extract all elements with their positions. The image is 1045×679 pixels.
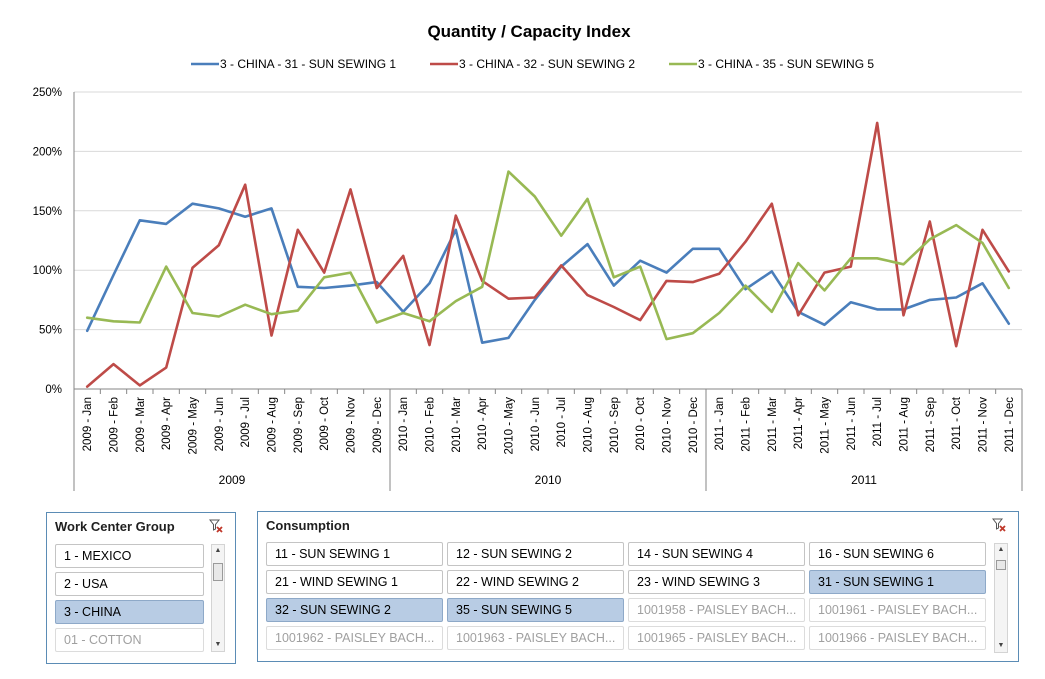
year-label: 2010: [535, 473, 562, 487]
x-tick-label: 2010 - Sep: [609, 397, 621, 453]
slicer-item-china[interactable]: 3 - CHINA: [55, 600, 204, 624]
consumption-slicer: Consumption 11 - SUN SEWING 1 12 - SUN SE…: [257, 511, 1019, 662]
slicer-item[interactable]: 31 - SUN SEWING 1: [809, 570, 986, 594]
x-tick-label: 2009 - Aug: [267, 397, 279, 453]
x-tick-label: 2011 - Nov: [978, 397, 990, 453]
scroll-thumb[interactable]: [996, 560, 1006, 570]
x-tick-label: 2010 - Apr: [477, 397, 489, 450]
scroll-up-icon[interactable]: ▲: [997, 546, 1005, 553]
slicer-item[interactable]: 1001963 - PAISLEY BACH...: [447, 626, 624, 650]
x-tick-label: 2011 - Sep: [925, 397, 937, 452]
x-tick-label: 2009 - Oct: [319, 396, 331, 450]
x-tick-label: 2009 - Apr: [161, 397, 173, 450]
x-tick-label: 2011 - Dec: [1004, 397, 1016, 453]
year-label: 2009: [219, 473, 246, 487]
slicer-item[interactable]: 22 - WIND SEWING 2: [447, 570, 624, 594]
x-tick-label: 2009 - Nov: [346, 397, 358, 454]
x-tick-label: 2011 - Jul: [872, 397, 884, 447]
scroll-thumb[interactable]: [213, 563, 223, 581]
chart-title: Quantity / Capacity Index: [427, 22, 631, 41]
x-tick-label: 2009 - Sep: [293, 397, 305, 453]
y-axis: 0% 50% 100% 150% 200% 250%: [33, 87, 75, 396]
slicer-item[interactable]: 1001962 - PAISLEY BACH...: [266, 626, 443, 650]
x-tick-label: 2010 - Aug: [583, 397, 595, 453]
series-line-2: [85, 121, 1011, 388]
x-tick-label: 2011 - Oct: [951, 396, 963, 450]
x-tick-label: 2011 - May: [820, 397, 832, 454]
y-tick-label: 100%: [33, 265, 62, 277]
series-lines: [85, 121, 1011, 388]
x-tick-label: 2011 - Feb: [741, 397, 753, 452]
slicer-title: Consumption: [266, 518, 350, 533]
slicer-scrollbar[interactable]: ▲ ▼: [994, 543, 1008, 653]
x-tick-label: 2009 - Mar: [135, 397, 147, 453]
series-line-1: [85, 202, 1011, 345]
scroll-down-icon[interactable]: ▼: [997, 642, 1005, 649]
x-tick-label: 2010 - Oct: [635, 396, 647, 450]
x-tick-label: 2010 - Jan: [398, 397, 410, 451]
y-tick-label: 250%: [33, 87, 62, 99]
clear-filter-icon[interactable]: [208, 519, 223, 533]
slicer-item[interactable]: 1001961 - PAISLEY BACH...: [809, 598, 986, 622]
x-tick-label: 2010 - Dec: [688, 397, 700, 454]
legend-label: 3 - CHINA - 35 - SUN SEWING 5: [698, 57, 874, 71]
y-tick-label: 0%: [45, 384, 62, 396]
x-tick-label: 2009 - May: [188, 397, 200, 455]
y-tick-label: 150%: [33, 206, 62, 218]
slicer-item[interactable]: 16 - SUN SEWING 6: [809, 542, 986, 566]
x-tick-label: 2011 - Aug: [899, 397, 911, 452]
legend-label: 3 - CHINA - 31 - SUN SEWING 1: [220, 57, 396, 71]
slicer-item[interactable]: 35 - SUN SEWING 5: [447, 598, 624, 622]
x-tick-label: 2009 - Dec: [372, 397, 384, 454]
slicer-item[interactable]: 1001958 - PAISLEY BACH...: [628, 598, 805, 622]
x-axis: 2009 - Jan 2009 - Feb 2009 - Mar 2009 - Apr…: [73, 388, 1023, 491]
work-center-group-slicer: Work Center Group 1 - MEXICO 2 - USA 3 -…: [46, 512, 236, 664]
slicer-item[interactable]: 1001965 - PAISLEY BACH...: [628, 626, 805, 650]
clear-filter-icon[interactable]: [991, 518, 1006, 532]
gridlines: [74, 91, 1022, 331]
slicer-item-usa[interactable]: 2 - USA: [55, 572, 204, 596]
line-chart: Quantity / Capacity Index 3 - CHINA - 31…: [33, 22, 1023, 491]
scroll-up-icon[interactable]: ▲: [214, 547, 222, 554]
slicer-item-mexico[interactable]: 1 - MEXICO: [55, 544, 204, 568]
x-tick-label: 2009 - Feb: [109, 397, 121, 453]
legend-label: 3 - CHINA - 32 - SUN SEWING 2: [459, 57, 635, 71]
x-tick-label: 2010 - Mar: [451, 397, 463, 453]
series-line-3: [85, 170, 1011, 341]
x-tick-label: 2010 - Feb: [425, 397, 437, 453]
scroll-down-icon[interactable]: ▼: [214, 641, 222, 648]
slicer-scrollbar[interactable]: ▲ ▼: [211, 544, 225, 652]
slicer-item[interactable]: 1001966 - PAISLEY BACH...: [809, 626, 986, 650]
year-label: 2011: [851, 473, 877, 487]
slicer-item[interactable]: 12 - SUN SEWING 2: [447, 542, 624, 566]
slicer-item[interactable]: 23 - WIND SEWING 3: [628, 570, 805, 594]
y-tick-label: 50%: [39, 325, 62, 337]
y-tick-label: 200%: [33, 146, 62, 158]
x-tick-label: 2010 - Jul: [556, 397, 568, 448]
x-tick-label: 2010 - Nov: [662, 397, 674, 454]
slicer-item[interactable]: 32 - SUN SEWING 2: [266, 598, 443, 622]
slicer-item[interactable]: 11 - SUN SEWING 1: [266, 542, 443, 566]
slicer-item[interactable]: 14 - SUN SEWING 4: [628, 542, 805, 566]
legend: 3 - CHINA - 31 - SUN SEWING 1 3 - CHINA -…: [191, 57, 874, 71]
x-tick-label: 2009 - Jul: [240, 397, 252, 448]
x-tick-label: 2011 - Jun: [846, 397, 858, 451]
x-tick-label: 2009 - Jun: [214, 397, 226, 451]
x-tick-label: 2011 - Jan: [714, 397, 726, 451]
slicer-item-cotton[interactable]: 01 - COTTON: [55, 628, 204, 652]
x-tick-label: 2011 - Mar: [767, 397, 779, 452]
slicer-title: Work Center Group: [55, 519, 175, 534]
x-tick-label: 2010 - May: [504, 397, 516, 455]
x-tick-label: 2009 - Jan: [82, 397, 94, 451]
x-tick-label: 2010 - Jun: [530, 397, 542, 451]
slicer-item[interactable]: 21 - WIND SEWING 1: [266, 570, 443, 594]
x-tick-label: 2011 - Apr: [793, 397, 805, 449]
